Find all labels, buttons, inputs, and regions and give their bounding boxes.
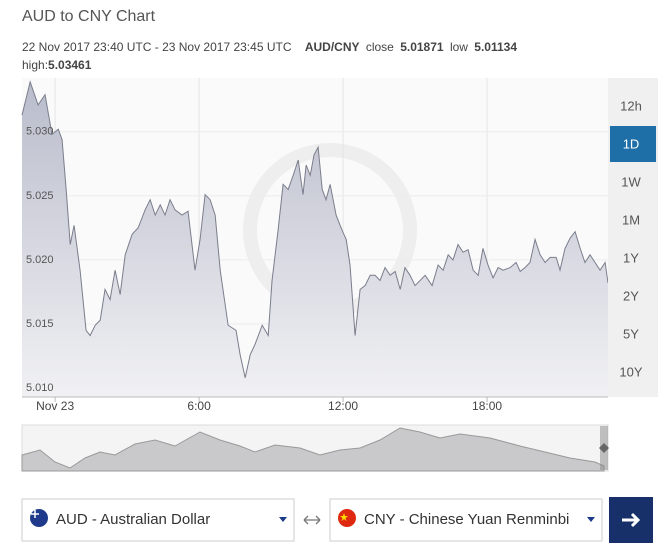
from-box[interactable] — [21, 498, 295, 542]
cn-flag-star — [340, 513, 348, 521]
low-value: 5.01134 — [474, 40, 517, 54]
from-select[interactable]: AUD - Australian Dollar — [21, 498, 295, 542]
high-value: 5.03461 — [48, 58, 92, 72]
title: AUD to CNY Chart — [22, 8, 156, 25]
info-line-2: high:5.03461 — [22, 58, 92, 72]
date-range: 22 Nov 2017 23:40 UTC - 23 Nov 2017 23:4… — [22, 40, 292, 54]
x-tick-label: 6:00 — [187, 399, 211, 413]
range-button[interactable]: 2Y — [623, 288, 639, 303]
range-button[interactable]: 1M — [622, 212, 640, 227]
to-label: CNY - Chinese Yuan Renminbi — [364, 511, 569, 528]
x-tick-label: 12:00 — [328, 399, 358, 413]
pair: AUD/CNY — [305, 40, 360, 54]
x-tick-label: 18:00 — [472, 399, 502, 413]
range-button[interactable]: 1W — [621, 174, 641, 189]
range-button[interactable]: 10Y — [619, 364, 642, 379]
range-button[interactable]: 12h — [620, 98, 642, 113]
dropdown-arrow — [279, 517, 287, 522]
range-button[interactable]: 5Y — [623, 326, 639, 341]
from-label: AUD - Australian Dollar — [56, 511, 210, 528]
close-value: 5.01871 — [400, 40, 444, 54]
x-tick-label: Nov 23 — [36, 399, 74, 413]
au-flag-cross — [31, 510, 39, 518]
y-tick-label: 5.020 — [26, 254, 54, 266]
dropdown-arrow — [587, 517, 595, 522]
convert-arrow — [622, 512, 641, 528]
y-tick-label: 5.025 — [26, 190, 54, 202]
plot — [21, 80, 609, 397]
to-box[interactable] — [329, 498, 603, 542]
high-label: high: — [22, 58, 48, 72]
range-button[interactable]: 1D — [623, 136, 640, 151]
info-line: 22 Nov 2017 23:40 UTC - 23 Nov 2017 23:4… — [22, 40, 517, 54]
axes: Nov 23 6:00 12:00 18:00 5.010 5.015 5.020 5.025… — [26, 126, 502, 413]
cn-flag — [338, 509, 356, 527]
swap-icon[interactable] — [303, 515, 321, 525]
navigator-grip[interactable] — [599, 443, 609, 453]
navigator-area — [21, 427, 605, 472]
au-flag — [30, 509, 48, 527]
y-tick-label: 5.010 — [26, 382, 54, 394]
low-label: low — [450, 40, 468, 54]
range-button-active[interactable] — [610, 126, 656, 162]
y-tick-label: 5.015 — [26, 318, 54, 330]
to-select[interactable]: CNY - Chinese Yuan Renminbi — [329, 498, 603, 542]
range-button[interactable]: 1Y — [623, 250, 639, 265]
range-buttons: 12h 1D 1W 1M 1Y 2Y 5Y 10Y — [610, 98, 656, 379]
area-line — [21, 80, 609, 378]
close-label: close — [366, 40, 394, 54]
area-fill — [22, 81, 608, 397]
range-panel — [608, 78, 658, 397]
y-tick-label: 5.030 — [26, 126, 54, 138]
